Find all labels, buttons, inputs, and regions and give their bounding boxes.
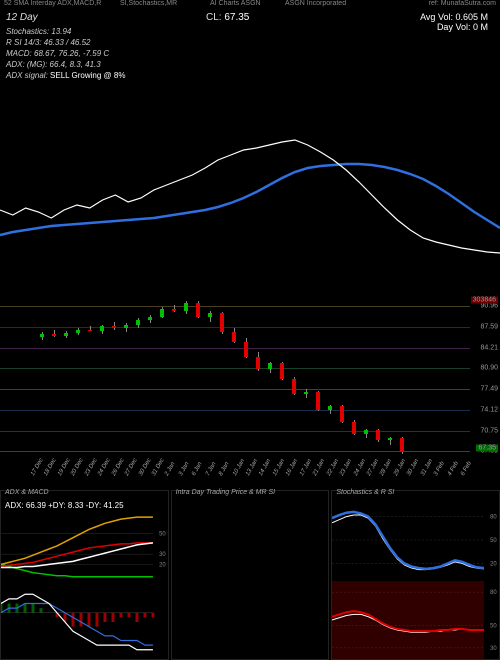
chart-root: 52 SMA Interday ADX,MACD,R SI,Stochastic…: [0, 0, 500, 660]
ind-adx: ADX: (MG): 66.4, 8.3, 41.3: [6, 59, 125, 70]
y-tick-label: 87.59: [480, 324, 498, 331]
x-tick-label: 22 Jan: [326, 458, 340, 477]
hdr-tm1: SI,Stochastics,MR: [120, 0, 177, 7]
panel-adx-macd: ADX & MACD ADX: 66.39 +DY: 8.33 -DY: 41.…: [0, 490, 169, 660]
x-tick-label: 13 Jan: [245, 458, 259, 477]
x-tick-label: 6 Feb: [460, 461, 473, 477]
hdr-tr: ref: MunafaSutra.com: [429, 0, 496, 7]
x-tick-label: 27 Dec: [124, 458, 139, 477]
price-tag: 67.35: [476, 445, 498, 452]
x-tick-label: 24 Jan: [353, 458, 367, 477]
y-tick-label: 70.75: [480, 427, 498, 434]
candle-y-axis: 90.9687.5984.2180.9077.4974.1270.7567.39…: [470, 300, 500, 460]
fib-line: [0, 306, 470, 307]
svg-text:80: 80: [490, 515, 497, 521]
cl-label: CL:: [206, 12, 222, 23]
dayvol-value: 0 M: [473, 22, 488, 32]
x-tick-label: 10 Jan: [232, 458, 246, 477]
x-tick-label: 30 Jan: [406, 458, 420, 477]
title-row: 12 Day CL: 67.35 Avg Vol: 0.605 M Day Vo…: [6, 12, 494, 23]
x-tick-label: 18 Dec: [43, 458, 58, 477]
hdr-tm3: ASGN Incorporated: [285, 0, 346, 7]
y-tick-label: 74.12: [480, 407, 498, 414]
stoch-subchart: 20 50 80: [332, 501, 499, 579]
fib-line: [0, 389, 470, 390]
x-tick-label: 31 Jan: [420, 458, 434, 477]
x-tick-label: 30 Dec: [138, 458, 153, 477]
panel3-title: Stochastics & R SI: [336, 489, 394, 496]
lower-panels: ADX & MACD ADX: 66.39 +DY: 8.33 -DY: 41.…: [0, 490, 500, 660]
panel1-stat: ADX: 66.39 +DY: 8.33 -DY: 41.25: [5, 501, 124, 510]
cl-value: 67.35: [224, 12, 249, 23]
avgvol-value: 0.605 M: [455, 12, 488, 22]
x-tick-label: 3 Feb: [433, 461, 446, 477]
indicator-block: Stochastics: 13.94 R SI 14/3: 46.33 / 46…: [6, 26, 125, 81]
ind-adx-sig-label: ADX signal:: [6, 71, 50, 80]
x-tick-label: 14 Jan: [258, 458, 272, 477]
y-tick-label: 80.90: [480, 365, 498, 372]
rsi-subchart: 30 50 80: [332, 581, 499, 659]
x-tick-label: 17 Jan: [299, 458, 313, 477]
fib-line: [0, 368, 470, 369]
macd-subchart: [1, 585, 168, 659]
candle-chart: [0, 300, 470, 460]
avgvol-label: Avg Vol:: [420, 12, 453, 22]
x-tick-label: 23 Jan: [339, 458, 353, 477]
svg-text:20: 20: [159, 562, 166, 568]
fib-line: [0, 431, 470, 432]
x-tick-label: 7 Jan: [205, 461, 218, 477]
x-tick-label: 20 Dec: [70, 458, 85, 477]
panel1-title: ADX & MACD: [5, 489, 49, 496]
dayvol-label: Day Vol:: [437, 22, 471, 32]
panel-intraday: Intra Day Trading Price & MR SI: [171, 490, 330, 660]
svg-text:20: 20: [490, 561, 497, 567]
price-sma-chart: [0, 90, 500, 270]
hdr-tl: 52 SMA Interday ADX,MACD,R: [4, 0, 101, 7]
x-tick-label: 26 Dec: [111, 458, 126, 477]
svg-text:50: 50: [159, 532, 166, 538]
svg-text:30: 30: [159, 552, 166, 558]
x-tick-label: 3 Jan: [178, 461, 191, 477]
x-tick-label: 24 Dec: [97, 458, 112, 477]
x-tick-label: 15 Jan: [272, 458, 286, 477]
y-tick-label: 90.96: [480, 303, 498, 310]
y-tick-label: 84.21: [480, 344, 498, 351]
x-tick-label: 6 Jan: [191, 461, 204, 477]
price-tag: 303846: [471, 297, 498, 304]
svg-text:80: 80: [490, 590, 497, 596]
fib-line: [0, 327, 470, 328]
x-tick-label: 21 Jan: [312, 458, 326, 477]
x-tick-label: 29 Jan: [393, 458, 407, 477]
ind-macd: MACD: 68.67, 76.26, -7.59 C: [6, 48, 125, 59]
period-label: 12 Day: [6, 12, 38, 23]
x-tick-label: 28 Jan: [379, 458, 393, 477]
fib-line: [0, 410, 470, 411]
hdr-tm2: AI Charts ASGN: [210, 0, 261, 7]
x-tick-label: 16 Jan: [285, 458, 299, 477]
x-tick-label: 2 Jan: [164, 461, 177, 477]
ind-stoch: Stochastics: 13.94: [6, 26, 125, 37]
panel-stoch-rsi: Stochastics & R SI 20 50 80 30 50 80: [331, 490, 500, 660]
svg-text:50: 50: [490, 624, 497, 630]
ind-adx-sig-val: SELL Growing @ 8%: [50, 71, 125, 80]
ind-rsi: R SI 14/3: 46.33 / 46.52: [6, 37, 125, 48]
svg-text:30: 30: [490, 646, 497, 652]
svg-text:50: 50: [490, 538, 497, 544]
panel2-title: Intra Day Trading Price & MR SI: [176, 489, 275, 496]
fib-line: [0, 348, 470, 349]
date-x-axis: 17 Dec18 Dec19 Dec20 Dec23 Dec24 Dec26 D…: [0, 462, 470, 482]
y-tick-label: 77.49: [480, 386, 498, 393]
adx-subchart: 20 30 50: [1, 513, 168, 585]
x-tick-label: 4 Feb: [447, 461, 460, 477]
x-tick-label: 8 Jan: [218, 461, 231, 477]
x-tick-label: 27 Jan: [366, 458, 380, 477]
